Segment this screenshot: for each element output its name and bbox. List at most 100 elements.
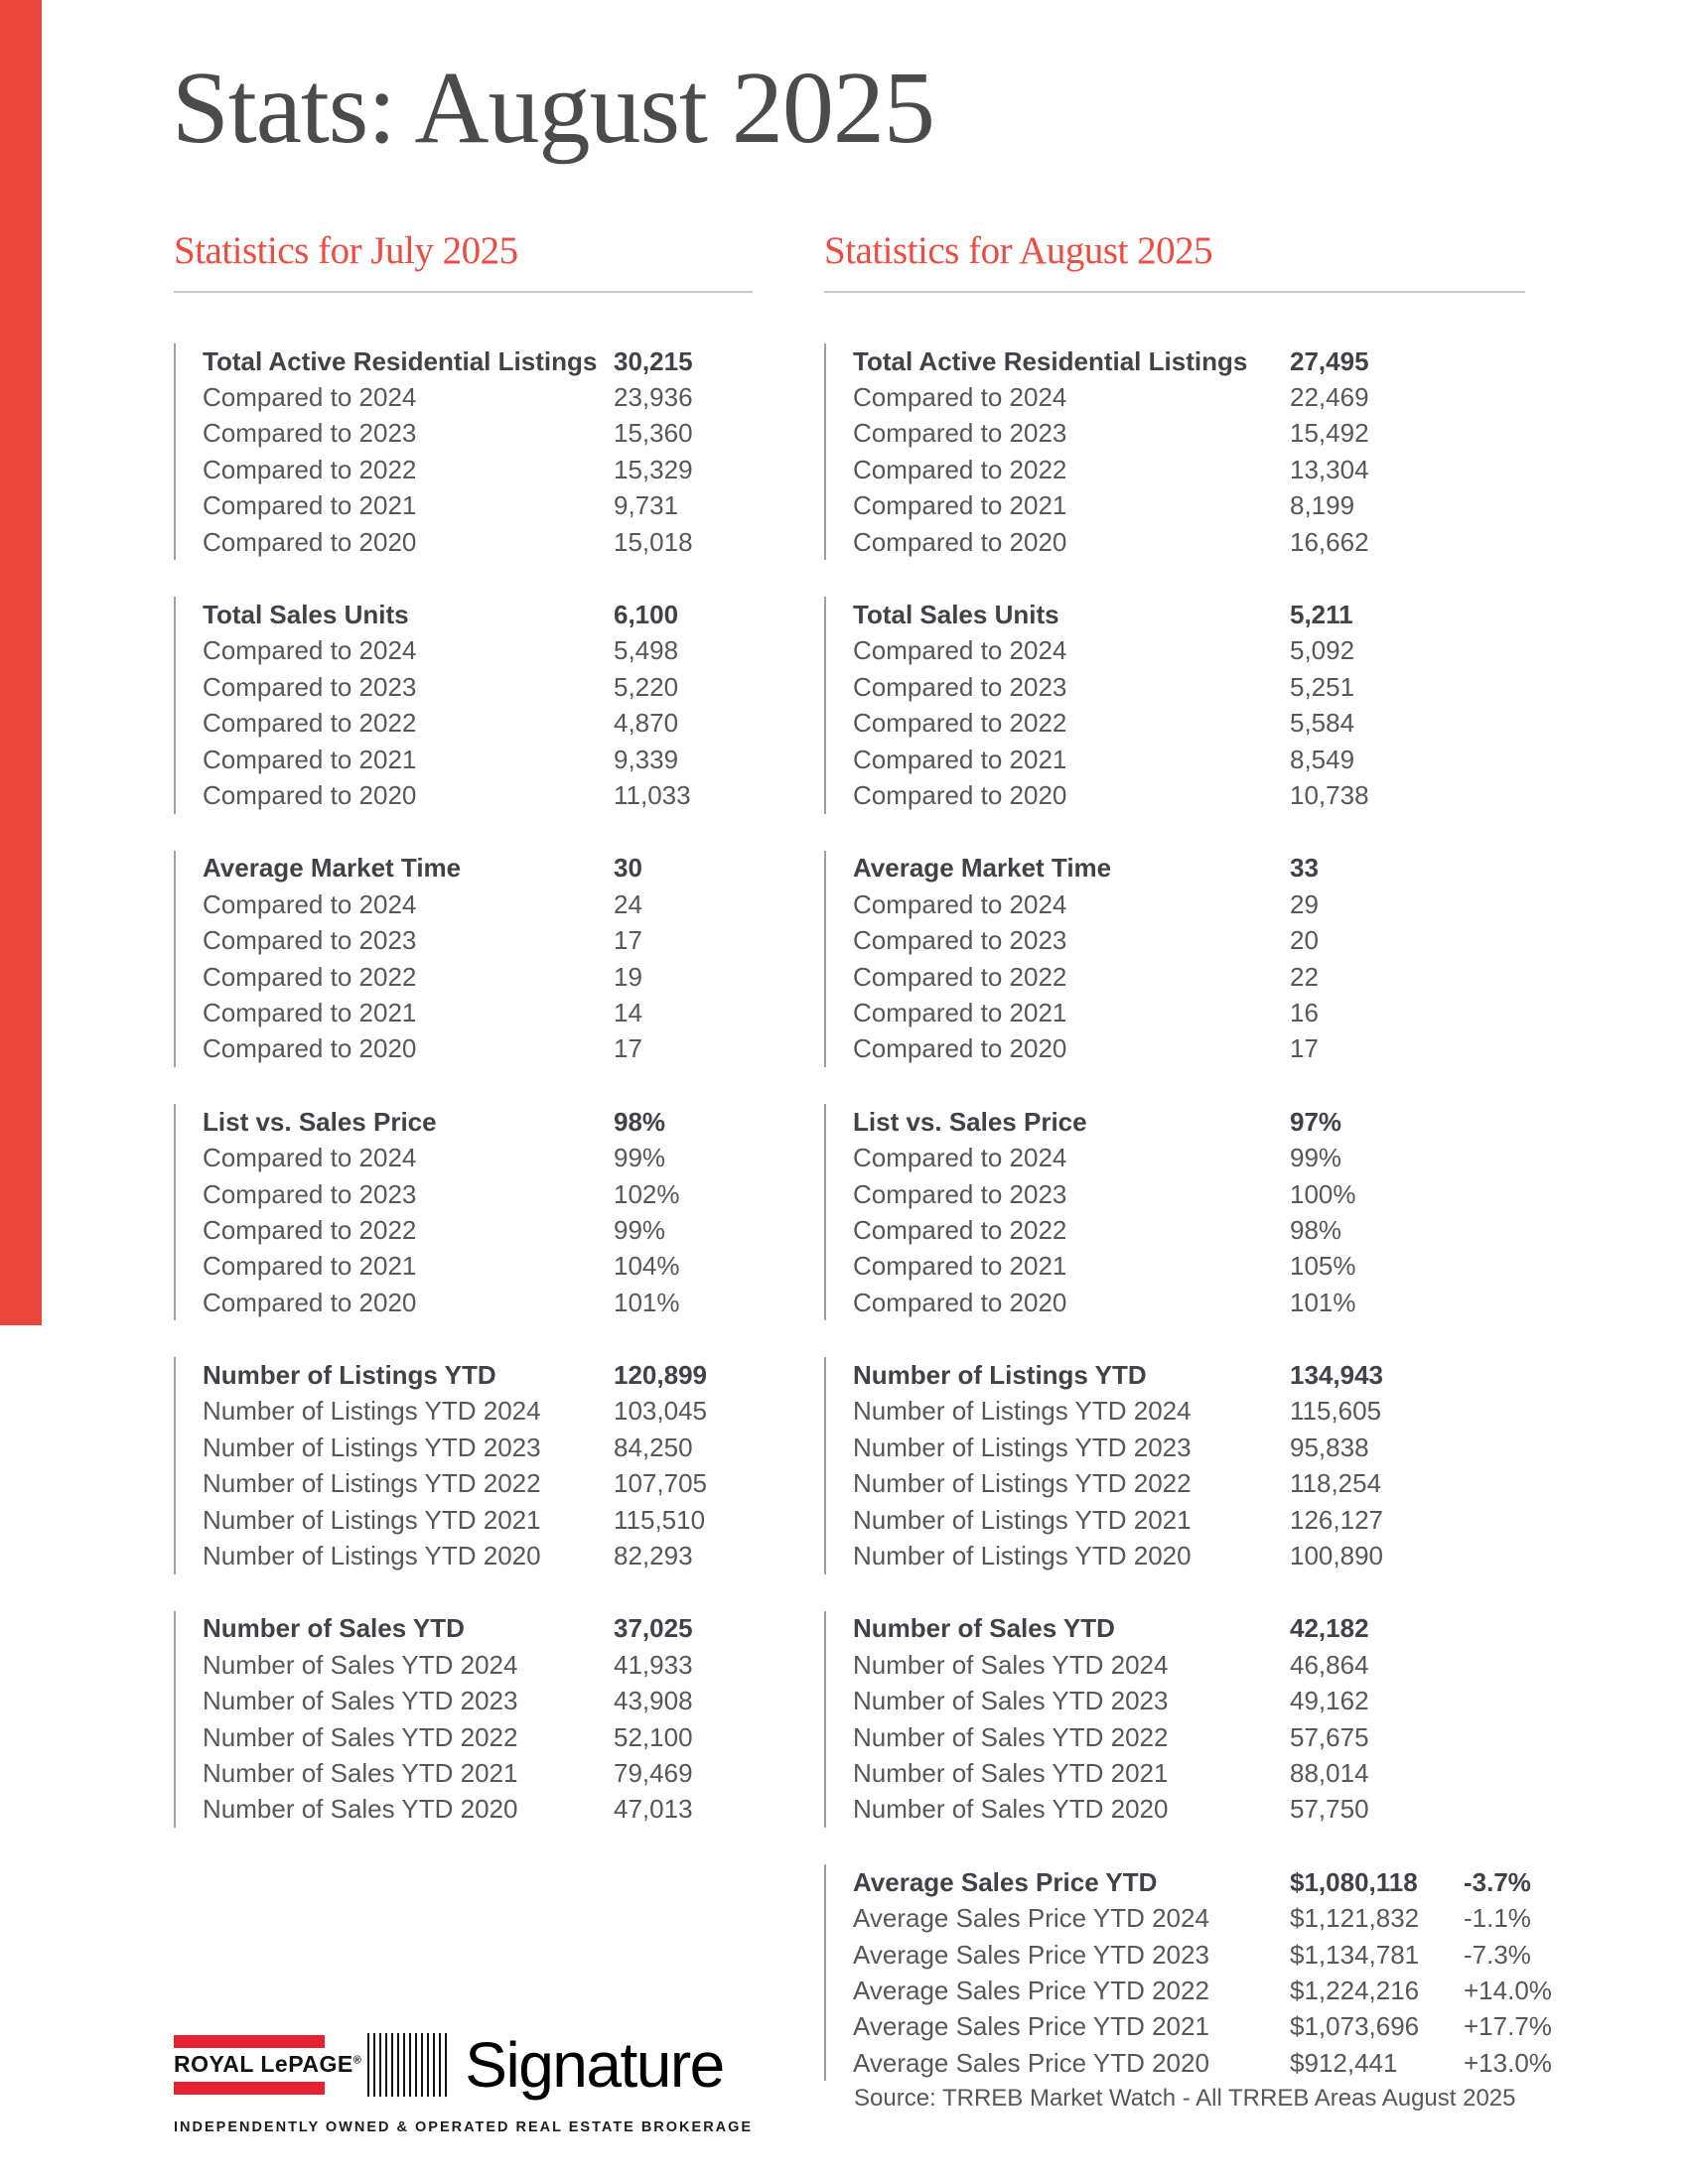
- heading-divider-july: [174, 291, 753, 293]
- stat-value: $1,134,781: [1290, 1939, 1420, 1970]
- stat-value: 37,025: [614, 1613, 693, 1644]
- stat-label: List vs. Sales Price: [853, 1106, 1087, 1137]
- stat-label: Average Sales Price YTD 2024: [853, 1903, 1209, 1934]
- stat-row: Compared to 2022 4,870: [203, 706, 753, 742]
- stat-row: Number of Sales YTD 37,025: [203, 1611, 753, 1647]
- stat-value: 17: [1290, 1033, 1319, 1064]
- stat-row: Number of Sales YTD 2023 43,908: [203, 1684, 753, 1719]
- stat-label: Compared to 2024: [203, 888, 417, 919]
- stat-label: Number of Listings YTD: [853, 1360, 1147, 1391]
- stat-value: 126,127: [1290, 1504, 1383, 1535]
- stat-value: $1,224,216: [1290, 1975, 1420, 2005]
- stat-value: 42,182: [1290, 1613, 1369, 1644]
- stat-label: Average Sales Price YTD: [853, 1866, 1158, 1897]
- stat-value: 99%: [1290, 1143, 1342, 1173]
- stat-row: Number of Sales YTD 2021 88,014: [853, 1755, 1525, 1791]
- stat-label: Compared to 2021: [203, 1251, 417, 1282]
- stat-label: Compared to 2023: [203, 925, 417, 956]
- stat-value: 5,092: [1290, 635, 1355, 666]
- stat-block: Number of Listings YTD 134,943 Number of L…: [824, 1357, 1525, 1574]
- stat-value: 49,162: [1290, 1686, 1369, 1716]
- stat-row: Number of Sales YTD 2022 52,100: [203, 1719, 753, 1755]
- stat-label: Compared to 2023: [203, 671, 417, 702]
- royal-lepage-signature-logo: ROYAL LePAGE® Signature INDEPENDENTLY OW…: [174, 2028, 753, 2135]
- stat-value: 9,339: [614, 744, 679, 774]
- stat-value: 9,731: [614, 490, 679, 521]
- stat-label: Compared to 2023: [853, 418, 1067, 449]
- column-heading-july: Statistics for July 2025: [174, 229, 518, 272]
- logo-row: ROYAL LePAGE® Signature: [174, 2028, 753, 2102]
- stat-value: 5,498: [614, 635, 679, 666]
- stat-block: Average Market Time 30 Compared to 2024 24 C…: [174, 850, 753, 1068]
- stat-label: Total Active Residential Listings: [203, 345, 598, 376]
- logo-tagline: INDEPENDENTLY OWNED & OPERATED REAL ESTA…: [174, 2119, 754, 2135]
- stat-value: 5,211: [1290, 600, 1353, 630]
- stat-value: 105%: [1290, 1251, 1356, 1282]
- stat-value: 10,738: [1290, 779, 1369, 810]
- stat-value: 120,899: [614, 1360, 707, 1391]
- stat-row: Compared to 2021 8,199: [853, 488, 1525, 524]
- stat-row: Average Sales Price YTD 2021 $1,073,696 +1…: [853, 2009, 1552, 2045]
- stat-label: Compared to 2021: [853, 1251, 1067, 1282]
- stat-value: 11,033: [614, 779, 691, 810]
- stat-change-pct: -3.7%: [1464, 1866, 1531, 1897]
- stat-row: Average Market Time 30: [203, 851, 753, 887]
- stat-label: Compared to 2023: [203, 418, 417, 449]
- stat-row: Number of Sales YTD 2024 46,864: [853, 1647, 1525, 1683]
- stat-value: 33: [1290, 853, 1319, 884]
- stat-row: Compared to 2020 11,033: [203, 777, 753, 813]
- stat-label: Number of Sales YTD 2024: [203, 1649, 518, 1680]
- stat-block: Number of Sales YTD 42,182 Number of Sales…: [824, 1610, 1525, 1829]
- stat-label: Number of Sales YTD 2020: [203, 1794, 518, 1825]
- stat-value: 30: [614, 853, 642, 884]
- stat-value: $1,121,832: [1290, 1903, 1420, 1934]
- stat-label: List vs. Sales Price: [203, 1106, 437, 1137]
- stat-row: Average Sales Price YTD $1,080,118 -3.7%: [853, 1864, 1531, 1900]
- stat-row: Compared to 2020 17: [853, 1031, 1525, 1067]
- stat-block: Average Sales Price YTD $1,080,118 -3.7% Av…: [824, 1864, 1552, 2082]
- stat-value: 101%: [614, 1287, 680, 1317]
- stat-value: 19: [614, 961, 642, 992]
- stat-change-pct: -1.1%: [1464, 1903, 1531, 1934]
- stat-label: Number of Listings YTD 2020: [853, 1541, 1192, 1571]
- stat-value: 99%: [614, 1143, 666, 1173]
- stat-row: Number of Listings YTD 2023 84,250: [203, 1430, 753, 1465]
- stat-label: Number of Sales YTD 2022: [853, 1721, 1169, 1752]
- stat-label: Compared to 2020: [853, 1287, 1067, 1317]
- stat-row: Compared to 2023 5,220: [203, 669, 753, 705]
- stat-change-pct: +13.0%: [1464, 2047, 1552, 2078]
- stat-row: Compared to 2022 22: [853, 959, 1525, 995]
- stat-block: Total Active Residential Listings 30,215 C…: [174, 343, 753, 561]
- stat-value: 102%: [614, 1178, 680, 1209]
- page-title: Stats: August 2025: [172, 51, 935, 165]
- stat-value: 17: [614, 925, 642, 956]
- stat-row: Compared to 2024 99%: [853, 1140, 1525, 1175]
- stat-label: Number of Listings YTD 2022: [853, 1468, 1192, 1499]
- signature-brand-name: Signature: [465, 2029, 725, 2101]
- stat-row: Compared to 2020 101%: [203, 1285, 753, 1320]
- stat-value: 107,705: [614, 1468, 707, 1499]
- stat-row: Compared to 2023 15,492: [853, 416, 1525, 452]
- stat-value: 98%: [1290, 1214, 1342, 1245]
- stat-row: Average Sales Price YTD 2022 $1,224,216 +1…: [853, 1973, 1552, 2008]
- stat-value: 118,254: [1290, 1468, 1382, 1499]
- stat-value: 103,045: [614, 1396, 707, 1427]
- stat-row: Compared to 2021 9,339: [203, 742, 753, 777]
- stat-label: Average Sales Price YTD 2020: [853, 2047, 1209, 2078]
- stat-row: Compared to 2022 98%: [853, 1212, 1525, 1248]
- stat-value: 99%: [614, 1214, 666, 1245]
- stat-block: List vs. Sales Price 98% Compared to 2024 9…: [174, 1104, 753, 1321]
- stat-row: Number of Listings YTD 2023 95,838: [853, 1430, 1525, 1465]
- logo-stripes-icon: [367, 2033, 450, 2097]
- stat-value: 57,675: [1290, 1721, 1369, 1752]
- stat-value: 101%: [1290, 1287, 1356, 1317]
- stat-row: Compared to 2020 10,738: [853, 777, 1525, 813]
- stat-label: Compared to 2020: [203, 1033, 417, 1064]
- stat-label: Average Sales Price YTD 2021: [853, 2011, 1209, 2042]
- stat-block: Number of Listings YTD 120,899 Number of L…: [174, 1357, 753, 1574]
- stat-label: Total Sales Units: [203, 600, 409, 630]
- stat-row: Total Active Residential Listings 27,495: [853, 343, 1525, 379]
- stat-value: 88,014: [1290, 1757, 1369, 1788]
- stat-row: Compared to 2023 5,251: [853, 669, 1525, 705]
- stat-label: Number of Sales YTD 2021: [203, 1757, 518, 1788]
